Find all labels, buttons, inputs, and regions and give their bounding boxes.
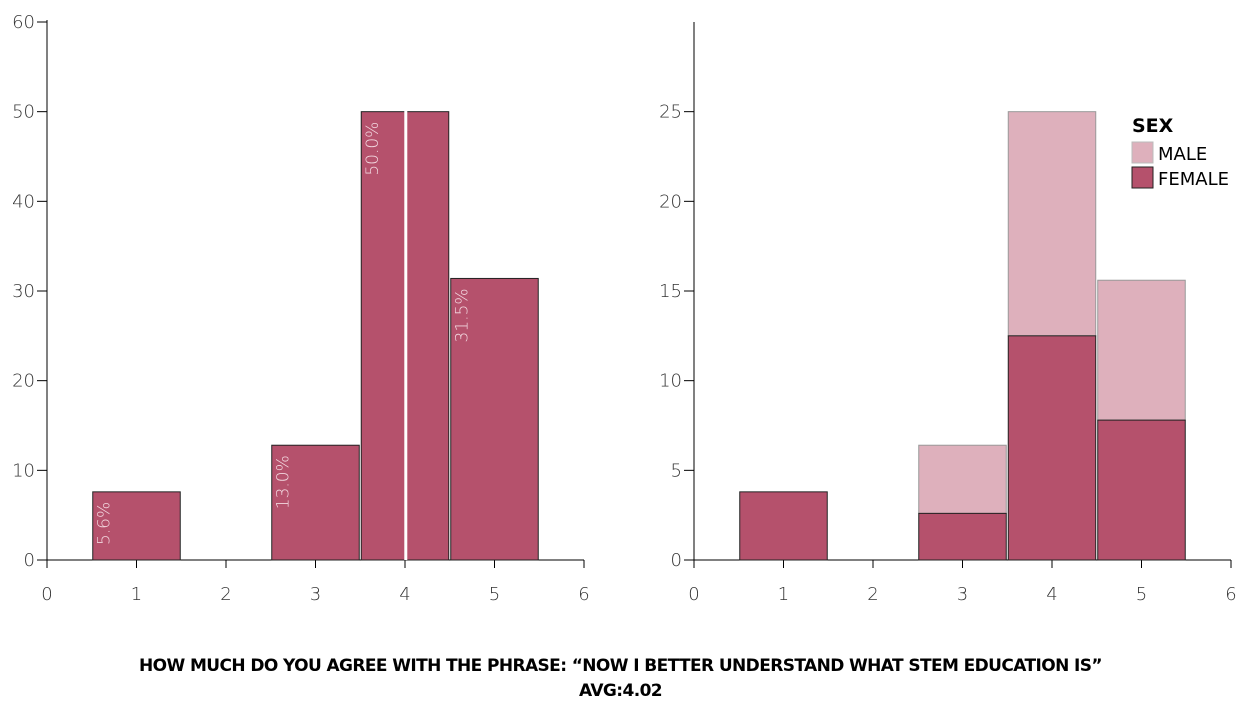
y-tick-label: 15 <box>659 281 682 302</box>
bar <box>92 491 181 561</box>
y-tick-label: 60 <box>12 12 35 33</box>
legend-title: SEX <box>1132 115 1174 137</box>
x-tick-label: 3 <box>957 584 968 605</box>
x-tick-label: 6 <box>1225 584 1236 605</box>
x-tick-label: 0 <box>688 584 699 605</box>
x-tick-label: 5 <box>489 584 500 605</box>
y-tick-label: 5 <box>671 460 682 481</box>
y-tick-label: 40 <box>12 191 35 212</box>
bar-female <box>1007 335 1097 561</box>
bar-male <box>1097 279 1186 421</box>
y-tick-label: 25 <box>659 102 682 123</box>
y-tick-label: 30 <box>12 281 35 302</box>
bar-female <box>918 512 1007 561</box>
bar-data-label: 31.5% <box>453 288 473 342</box>
x-tick-label: 1 <box>131 584 142 605</box>
y-tick-label: 20 <box>659 191 682 212</box>
bar-female <box>1097 419 1186 561</box>
y-tick-label: 10 <box>12 460 35 481</box>
x-tick-label: 5 <box>1136 584 1147 605</box>
bar-data-label: 50.0% <box>363 122 383 176</box>
bar <box>271 444 360 561</box>
x-tick-label: 2 <box>867 584 878 605</box>
legend-swatch-female <box>1131 166 1154 189</box>
x-tick-label: 4 <box>399 584 410 605</box>
x-tick-label: 6 <box>578 584 589 605</box>
x-tick-label: 2 <box>220 584 231 605</box>
x-tick-label: 3 <box>310 584 321 605</box>
y-tick-label: 50 <box>12 102 35 123</box>
chart-caption-average: AVG:4.02 <box>578 681 663 701</box>
x-tick-label: 1 <box>778 584 789 605</box>
y-tick-label: 10 <box>659 371 682 392</box>
y-tick-label: 0 <box>671 550 682 571</box>
y-tick-label: 20 <box>12 371 35 392</box>
bar <box>450 277 539 561</box>
bar-female <box>739 491 828 561</box>
legend-swatch-male <box>1131 141 1154 164</box>
y-tick-label: 0 <box>24 550 35 571</box>
chart-caption-title: HOW MUCH DO YOU AGREE WITH THE PHRASE: “… <box>139 656 1103 676</box>
bar-male <box>1007 111 1097 337</box>
legend-label-female: FEMALE <box>1158 169 1229 190</box>
bar-male <box>918 444 1007 514</box>
x-tick-label: 4 <box>1046 584 1057 605</box>
bar-data-label: 5.6% <box>95 502 115 545</box>
x-tick-label: 0 <box>41 584 52 605</box>
bar-data-label: 13.0% <box>274 455 294 509</box>
legend-label-male: MALE <box>1158 144 1207 165</box>
